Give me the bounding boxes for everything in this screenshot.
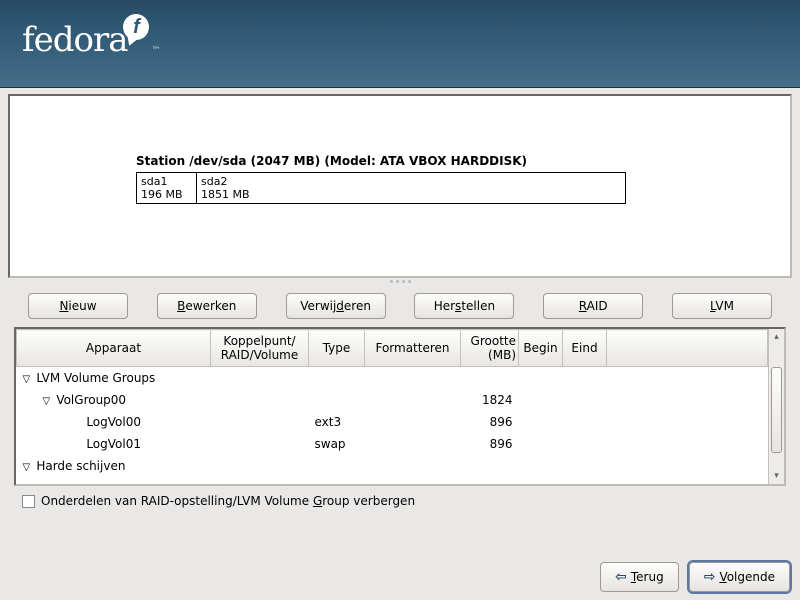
wizard-nav-footer: ⇦ Terug ⇨ Volgende	[600, 562, 790, 592]
cell-begin	[519, 389, 563, 411]
station-label: Station /dev/sda (2047 MB) (Model: ATA V…	[136, 154, 628, 168]
col-end[interactable]: Eind	[563, 330, 607, 367]
raid-button[interactable]: RAID	[543, 293, 643, 319]
logo-text: fedora	[22, 20, 127, 60]
logo-bubble-icon: f	[123, 14, 149, 40]
trademark-icon: ™	[151, 46, 160, 56]
cell-format	[365, 367, 461, 389]
partition-table: Apparaat Koppelpunt/RAID/Volume Type For…	[16, 329, 768, 477]
cell-end	[563, 433, 607, 455]
cell-begin	[519, 411, 563, 433]
table-row[interactable]: ▽ Harde schijven	[17, 455, 768, 477]
cell-format	[365, 411, 461, 433]
cell-format	[365, 433, 461, 455]
partition-table-container: Apparaat Koppelpunt/RAID/Volume Type For…	[14, 327, 786, 486]
partition-sda1[interactable]: sda1 196 MB	[137, 173, 197, 203]
cell-type	[309, 455, 365, 477]
cell-type: ext3	[309, 411, 365, 433]
cell-begin	[519, 433, 563, 455]
cell-spacer	[607, 455, 768, 477]
hide-raid-lvm-checkbox[interactable]	[22, 495, 35, 508]
partition-size: 196 MB	[141, 188, 183, 201]
cell-mount	[211, 411, 309, 433]
cell-begin	[519, 455, 563, 477]
back-button[interactable]: ⇦ Terug	[600, 562, 679, 592]
cell-mount	[211, 455, 309, 477]
partition-size: 1851 MB	[201, 188, 250, 201]
cell-mount	[211, 389, 309, 411]
cell-format	[365, 455, 461, 477]
edit-button[interactable]: Bewerken	[157, 293, 257, 319]
cell-device: ▽ Harde schijven	[17, 455, 211, 477]
col-type[interactable]: Type	[309, 330, 365, 367]
col-begin[interactable]: Begin	[519, 330, 563, 367]
partition-name: sda2	[201, 175, 227, 188]
disk-visual-panel: Station /dev/sda (2047 MB) (Model: ATA V…	[8, 94, 792, 278]
col-size[interactable]: Grootte(MB)	[461, 330, 519, 367]
cell-end	[563, 367, 607, 389]
cell-device: ▽ LVM Volume Groups	[17, 367, 211, 389]
new-button[interactable]: Nieuw	[28, 293, 128, 319]
scroll-down-icon[interactable]: ▾	[769, 468, 784, 484]
table-header-row: Apparaat Koppelpunt/RAID/Volume Type For…	[17, 330, 768, 367]
cell-spacer	[607, 411, 768, 433]
next-button[interactable]: ⇨ Volgende	[689, 562, 790, 592]
partition-sda2[interactable]: sda2 1851 MB	[197, 173, 625, 203]
header-banner: fedora f ™	[0, 0, 800, 88]
vertical-scrollbar[interactable]: ▴ ▾	[768, 329, 784, 484]
hide-raid-lvm-row: Onderdelen van RAID-opstelling/LVM Volum…	[8, 486, 792, 508]
col-mount[interactable]: Koppelpunt/RAID/Volume	[211, 330, 309, 367]
scroll-thumb[interactable]	[771, 367, 782, 453]
cell-size	[461, 367, 519, 389]
col-spacer	[607, 330, 768, 367]
cell-spacer	[607, 389, 768, 411]
table-row[interactable]: ▽ VolGroup00 1824	[17, 389, 768, 411]
partition-name: sda1	[141, 175, 167, 188]
cell-type: swap	[309, 433, 365, 455]
cell-size: 896	[461, 411, 519, 433]
disk-layout: sda1 196 MB sda2 1851 MB	[136, 172, 626, 204]
cell-mount	[211, 433, 309, 455]
cell-type	[309, 367, 365, 389]
table-row[interactable]: LogVol00 ext3 896	[17, 411, 768, 433]
col-device[interactable]: Apparaat	[17, 330, 211, 367]
cell-end	[563, 411, 607, 433]
restore-button[interactable]: Herstellen	[414, 293, 514, 319]
cell-device: LogVol00	[17, 411, 211, 433]
cell-device: LogVol01	[17, 433, 211, 455]
cell-end	[563, 455, 607, 477]
cell-begin	[519, 367, 563, 389]
lvm-button[interactable]: LVM	[672, 293, 772, 319]
table-row[interactable]: ▽ LVM Volume Groups	[17, 367, 768, 389]
action-button-row: Nieuw Bewerken Verwijderen Herstellen RA…	[8, 283, 792, 323]
cell-end	[563, 389, 607, 411]
cell-size	[461, 455, 519, 477]
col-format[interactable]: Formatteren	[365, 330, 461, 367]
arrow-right-icon: ⇨	[704, 570, 716, 584]
table-row[interactable]: LogVol01 swap 896	[17, 433, 768, 455]
cell-type	[309, 389, 365, 411]
fedora-logo: fedora f ™	[22, 20, 160, 60]
cell-size: 1824	[461, 389, 519, 411]
cell-size: 896	[461, 433, 519, 455]
delete-button[interactable]: Verwijderen	[286, 293, 386, 319]
cell-format	[365, 389, 461, 411]
cell-spacer	[607, 367, 768, 389]
scroll-up-icon[interactable]: ▴	[769, 329, 784, 345]
cell-spacer	[607, 433, 768, 455]
arrow-left-icon: ⇦	[615, 570, 627, 584]
hide-raid-lvm-label: Onderdelen van RAID-opstelling/LVM Volum…	[41, 494, 415, 508]
cell-mount	[211, 367, 309, 389]
cell-device: ▽ VolGroup00	[17, 389, 211, 411]
